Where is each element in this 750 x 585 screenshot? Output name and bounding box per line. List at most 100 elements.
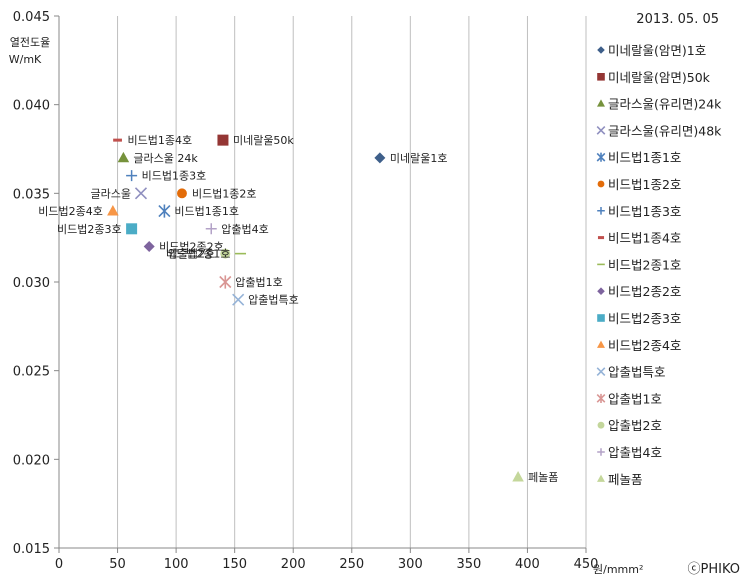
marker-asterisk <box>596 393 606 403</box>
data-label: 비드법1종4호 <box>128 134 193 147</box>
legend-entry: 글라스울(유리면)48k <box>596 123 722 138</box>
marker-plus <box>126 170 138 182</box>
data-label: 비드법1종3호 <box>142 170 207 183</box>
legend-label: 압출법1호 <box>608 391 662 406</box>
data-point <box>177 188 187 199</box>
y-tick-label: 0.040 <box>13 99 50 114</box>
y-tick-label: 0.020 <box>13 453 50 468</box>
legend-entry: 비드법1종1호 <box>596 150 681 165</box>
data-label: 비드법2종4호 <box>38 205 103 218</box>
x-tick-label: 300 <box>398 557 423 572</box>
marker-x <box>232 293 245 306</box>
x-tick-label: 250 <box>339 557 364 572</box>
legend-label: 비드법2종3호 <box>608 311 681 326</box>
data-point <box>117 151 130 163</box>
marker-dash <box>597 236 605 240</box>
legend-entry: 압출법4호 <box>597 445 662 460</box>
marker-circle <box>597 180 605 188</box>
grid-lines <box>54 15 587 553</box>
legend-label: 비드법1종4호 <box>608 231 681 246</box>
x-tick-labels: 0 50 100 150 200 250 300 350 400 450 <box>55 557 599 572</box>
marker-square <box>597 314 605 322</box>
data-point <box>217 134 229 146</box>
data-label: 압출법특호 <box>248 294 299 307</box>
marker-triangle <box>597 340 605 348</box>
legend-entry: 페놀폼 <box>597 472 643 487</box>
legend-label: 비드법2종2호 <box>608 284 681 299</box>
legend-label: 미네랄울(암면)1호 <box>608 43 706 58</box>
marker-x <box>134 187 148 200</box>
legend-label: 페놀폼 <box>608 472 643 487</box>
data-label: 비드법2종3호 <box>57 223 122 236</box>
data-point <box>219 275 232 289</box>
data-label: 미네랄울1호 <box>390 152 448 165</box>
marker-x <box>596 367 606 376</box>
legend-entry: 압출법특호 <box>596 365 666 380</box>
y-tick-label: 0.025 <box>13 365 50 380</box>
legend-entry: 미네랄울(암면)1호 <box>597 43 706 58</box>
legend-entry: 비드법2종3호 <box>597 311 681 326</box>
y-tick-label: 0.015 <box>13 542 50 557</box>
data-label: 글라스울 24k <box>133 152 198 165</box>
legend-entry: 압출법1호 <box>596 391 662 406</box>
legend-label: 비드법1종3호 <box>608 204 681 219</box>
marker-plus <box>205 223 217 235</box>
marker-triangle <box>597 99 605 107</box>
marker-asterisk <box>596 152 606 162</box>
legend-label: 비드법2종4호 <box>608 338 681 353</box>
legend-label: 비드법2종1호 <box>608 257 681 272</box>
marker-asterisk <box>158 204 171 218</box>
legend-entry: 비드법1종2호 <box>597 177 681 192</box>
marker-diamond <box>597 287 605 295</box>
x-tick-label: 50 <box>109 557 126 572</box>
marker-circle <box>220 248 231 259</box>
marker-square <box>597 73 605 81</box>
data-point <box>126 170 138 182</box>
data-point <box>220 248 231 259</box>
marker-plus <box>597 448 605 456</box>
data-point <box>374 152 386 164</box>
data-label: 페놀폼 <box>528 471 558 484</box>
x-axis-title: 원/mmm² <box>593 563 643 576</box>
marker-triangle <box>597 474 605 482</box>
x-tick-label: 200 <box>281 557 306 572</box>
legend-label: 압출법2호 <box>608 418 662 433</box>
data-label: 압출법2호 <box>168 248 215 261</box>
y-tick-labels: 0.015 0.020 0.025 0.030 0.035 0.040 0.045 <box>13 10 50 557</box>
marker-x <box>596 126 606 135</box>
legend-entry: 비드법1종4호 <box>597 231 681 246</box>
legend-label: 글라스울(유리면)24k <box>608 97 722 112</box>
data-point <box>158 204 171 218</box>
legend-label: 비드법1종1호 <box>608 150 681 165</box>
x-tick-label: 0 <box>55 557 63 572</box>
x-tick-label: 350 <box>456 557 481 572</box>
marker-circle <box>177 188 187 199</box>
marker-dash <box>113 138 122 142</box>
data-label: 비드법1종2호 <box>192 187 257 200</box>
legend-entry: 비드법2종4호 <box>597 338 681 353</box>
marker-triangle <box>107 205 119 216</box>
marker-diamond <box>143 241 155 253</box>
marker-triangle <box>117 151 130 163</box>
x-tick-label: 150 <box>222 557 247 572</box>
data-label: 미네랄울50k <box>233 134 294 147</box>
date-label: 2013. 05. 05 <box>636 12 719 27</box>
data-point <box>143 241 155 253</box>
marker-asterisk <box>219 275 232 289</box>
legend-label: 미네랄울(암면)50k <box>608 70 711 85</box>
data-point <box>205 223 217 235</box>
legend-entry: 미네랄울(암면)50k <box>597 70 711 85</box>
legend-label: 글라스울(유리면)48k <box>608 123 722 138</box>
y-axis-title-line2: W/mK <box>9 53 42 66</box>
data-label: 비드법2종1호 <box>166 248 231 261</box>
data-label: 압출법4호 <box>221 223 268 236</box>
legend-entry: 비드법2종2호 <box>597 284 681 299</box>
y-tick-label: 0.035 <box>13 187 50 202</box>
x-tick-label: 450 <box>574 557 599 572</box>
marker-square <box>126 223 138 235</box>
legend-entry: 비드법1종3호 <box>597 204 681 219</box>
y-tick-label: 0.030 <box>13 276 50 291</box>
